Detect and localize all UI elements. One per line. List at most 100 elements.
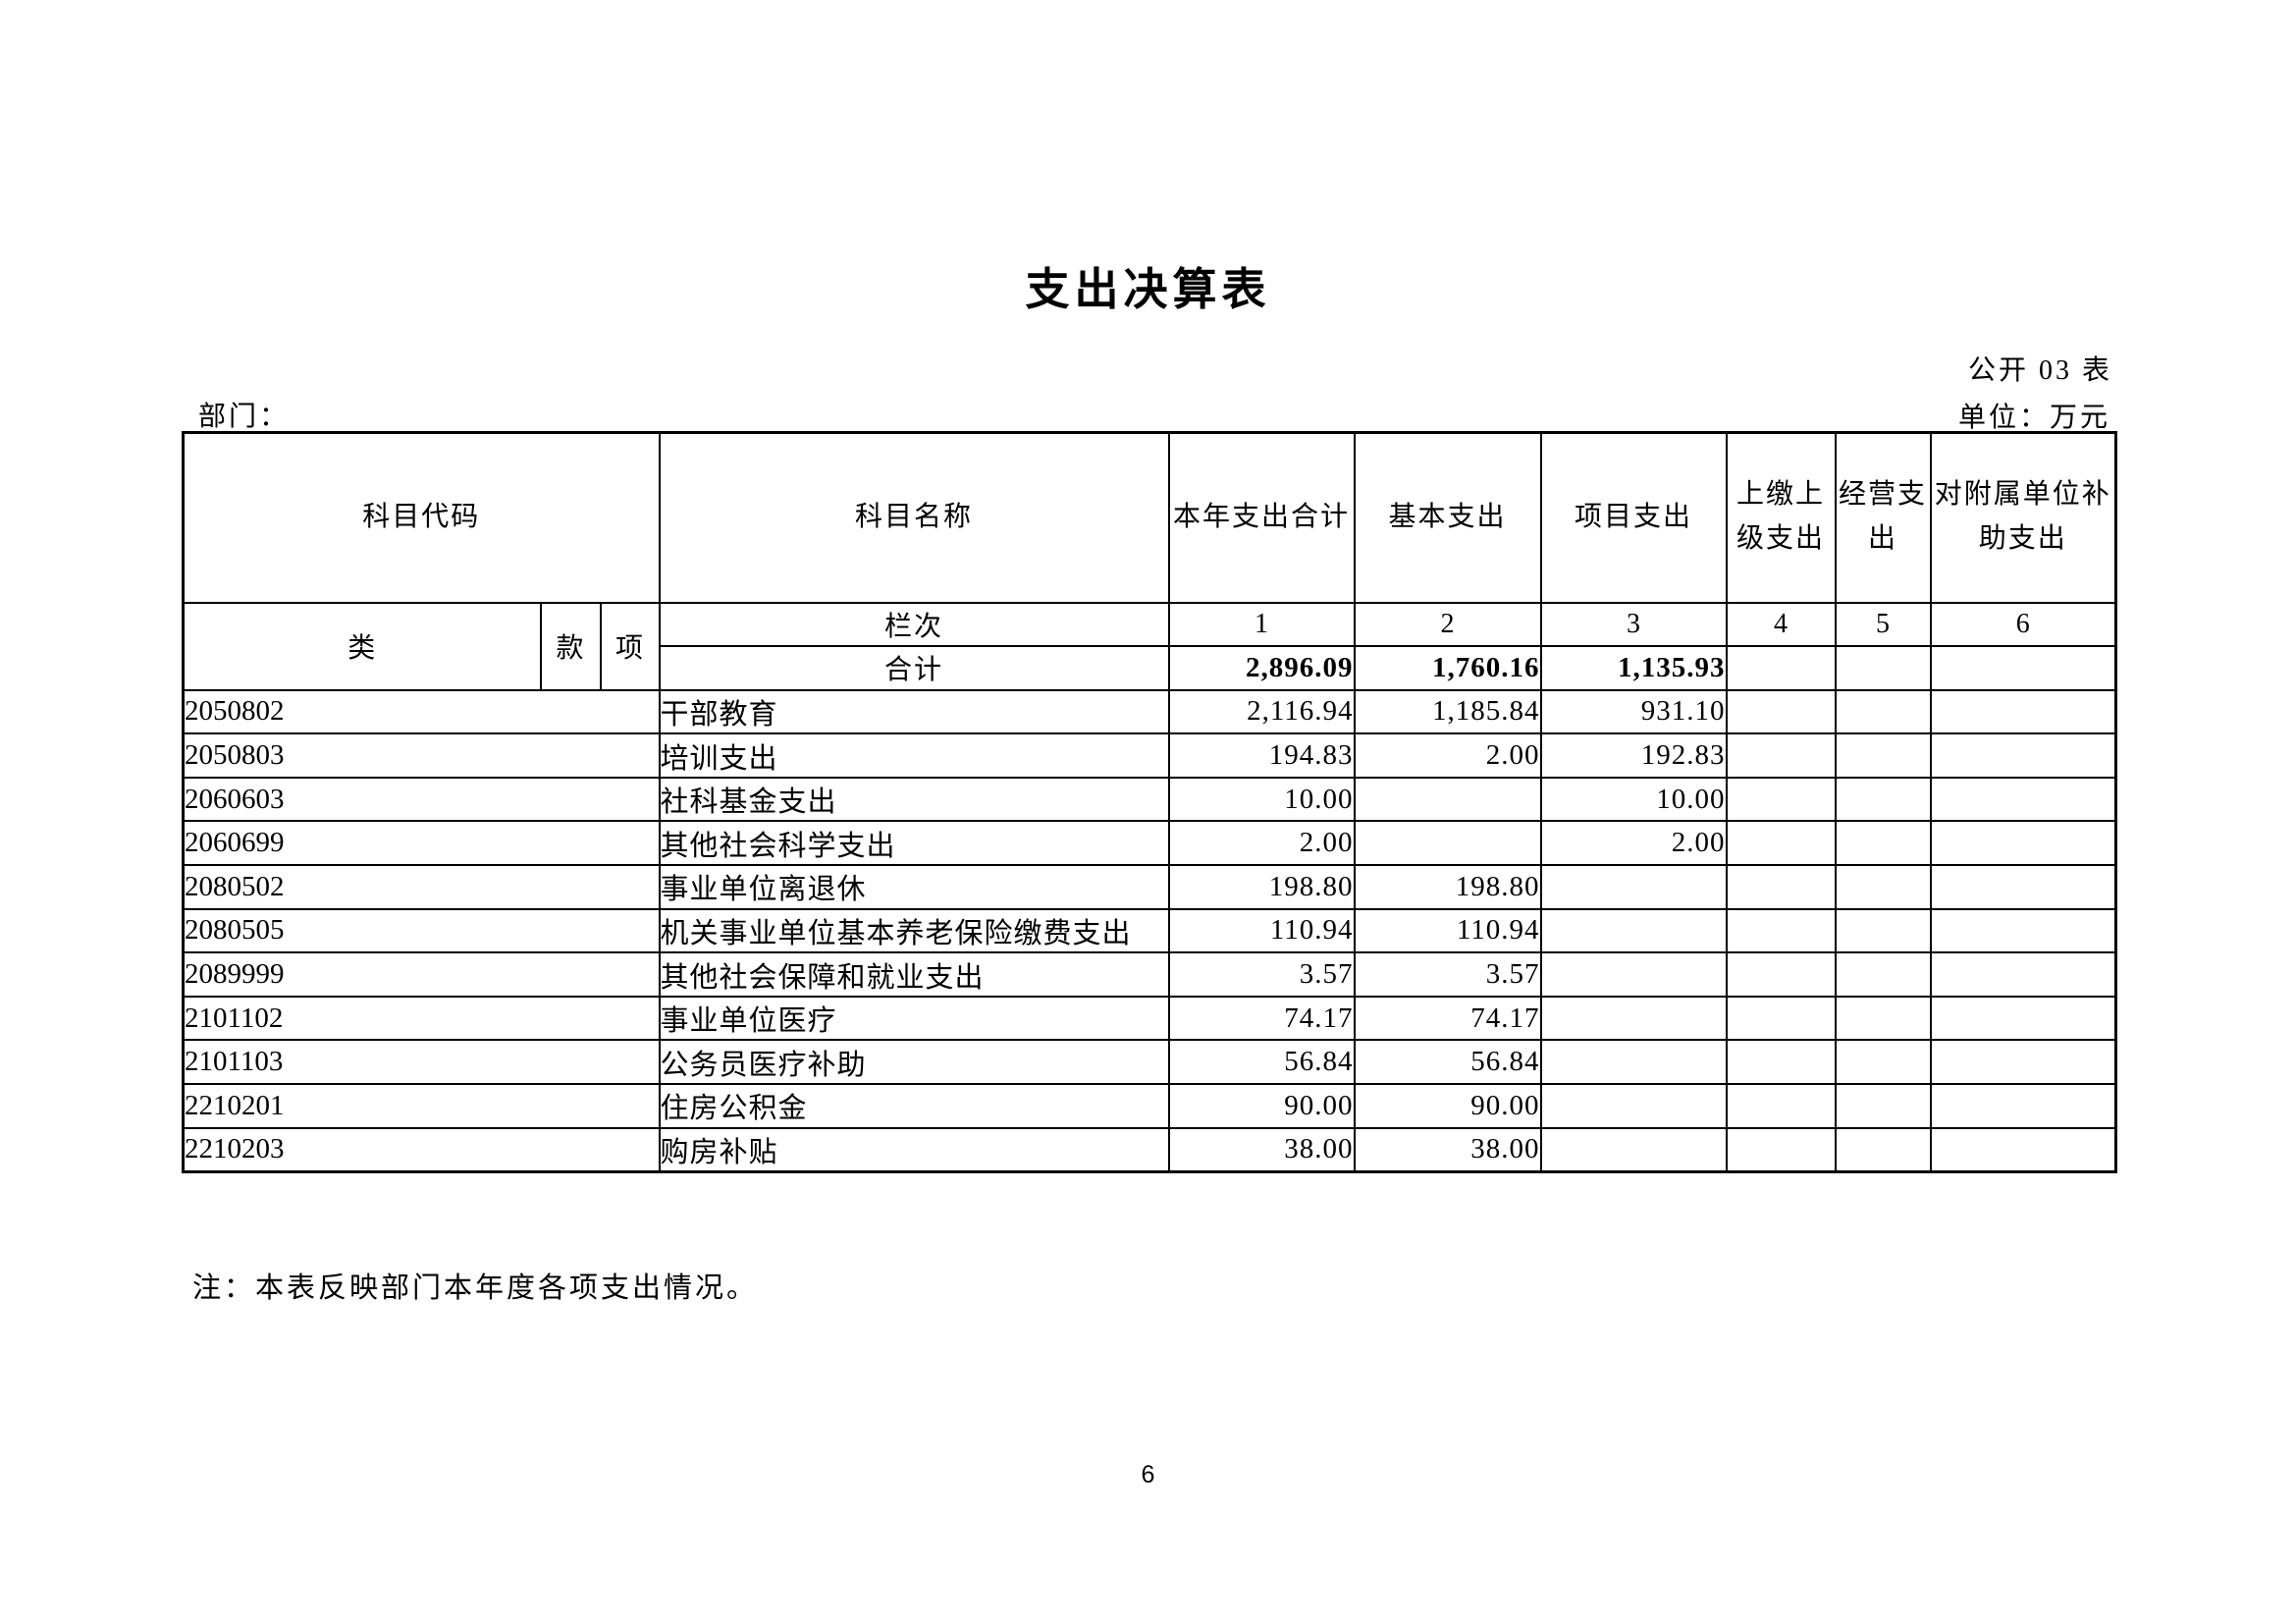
table-row: 2210203 购房补贴 38.00 38.00 (182, 1126, 2117, 1173)
header-basic-expenditure: 基本支出 (1353, 431, 1542, 604)
project-cell: 10.00 (1539, 776, 1728, 823)
basic-cell: 1,185.84 (1353, 688, 1542, 735)
header-row-2: 类 款 项 栏次 1 2 3 4 5 6 (182, 601, 2117, 691)
table-row: 2080502 事业单位离退休 198.80 198.80 (182, 864, 2117, 910)
table-row: 2050803 培训支出 194.83 2.00 192.83 (182, 732, 2117, 779)
table-row: 2210201 住房公积金 90.00 90.00 (182, 1083, 2117, 1129)
upper-cell (1725, 688, 1837, 735)
code-cell: 2080502 (182, 864, 661, 910)
operating-cell (1834, 951, 1932, 998)
upper-cell (1725, 1083, 1837, 1129)
basic-cell (1353, 820, 1542, 867)
total-cell: 194.83 (1167, 732, 1356, 779)
operating-cell (1834, 1039, 1932, 1086)
upper-cell (1725, 907, 1837, 954)
total-row: 合计 2,896.09 1,760.16 1,135.93 (184, 645, 2117, 691)
subsidy-cell (1929, 732, 2117, 779)
total-cell: 38.00 (1167, 1126, 1356, 1173)
code-cell: 2050802 (182, 688, 661, 735)
subsidy-cell (1929, 1126, 2117, 1173)
operating-cell (1834, 1126, 1932, 1173)
table-body: 2050802 干部教育 2,116.94 1,185.84 931.10 20… (182, 688, 2117, 1173)
expenditure-table: 科目代码 科目名称 本年支出合计 基本支出 项目支出 上缴上级支出 经营支出 对… (182, 431, 2118, 1173)
basic-cell: 3.57 (1353, 951, 1542, 998)
subsidy-cell (1929, 688, 2117, 735)
name-cell: 社科基金支出 (658, 776, 1170, 823)
code-cell: 2060699 (182, 820, 661, 867)
header-subject-name: 科目名称 (658, 431, 1170, 604)
subsidy-cell (1929, 951, 2117, 998)
unit-label: 单位：万元 (1957, 403, 2110, 433)
subsidy-cell (1929, 1083, 2117, 1129)
footnote: 注：本表反映部门本年度各项支出情况。 (192, 1272, 759, 1304)
operating-cell (1834, 1083, 1932, 1129)
project-cell (1539, 1083, 1728, 1129)
total-cell: 2,116.94 (1167, 688, 1356, 735)
project-cell (1539, 951, 1728, 998)
upper-cell (1725, 1126, 1837, 1173)
header-affiliate-subsidy: 对附属单位补助支出 (1929, 431, 2117, 604)
total-label: 合计 (658, 645, 1170, 691)
header-annual-total: 本年支出合计 (1167, 431, 1356, 604)
project-cell (1539, 1126, 1728, 1173)
basic-cell (1353, 776, 1542, 823)
basic-cell: 2.00 (1353, 732, 1542, 779)
header-row-1: 科目代码 科目名称 本年支出合计 基本支出 项目支出 上缴上级支出 经营支出 对… (182, 431, 2117, 604)
basic-cell: 90.00 (1353, 1083, 1542, 1129)
upper-cell (1725, 864, 1837, 910)
header-item: 项 (599, 601, 661, 691)
header-project-expenditure: 项目支出 (1539, 431, 1728, 604)
header-operating-expenditure: 经营支出 (1834, 431, 1932, 604)
subsidy-cell (1929, 907, 2117, 954)
operating-cell (1834, 688, 1932, 735)
name-cell: 机关事业单位基本养老保险缴费支出 (658, 907, 1170, 954)
total-cell: 56.84 (1167, 1039, 1356, 1086)
project-cell (1539, 907, 1728, 954)
total-subsidy (1929, 645, 2117, 691)
table-row: 2080505 机关事业单位基本养老保险缴费支出 110.94 110.94 (182, 907, 2117, 954)
basic-cell: 198.80 (1353, 864, 1542, 910)
name-cell: 公务员医疗补助 (658, 1039, 1170, 1086)
header-subject-code: 科目代码 (182, 431, 661, 604)
project-cell: 931.10 (1539, 688, 1728, 735)
total-cell: 2.00 (1167, 820, 1356, 867)
operating-cell (1834, 995, 1932, 1042)
column-number-4: 4 (1725, 601, 1837, 648)
name-cell: 住房公积金 (658, 1083, 1170, 1129)
form-code-label: 公开 03 表 (1967, 355, 2112, 386)
table-row: 2060603 社科基金支出 10.00 10.00 (182, 776, 2117, 823)
header-column-index-label: 栏次 (658, 601, 1170, 648)
table-row: 2101102 事业单位医疗 74.17 74.17 (182, 995, 2117, 1042)
subsidy-cell (1929, 820, 2117, 867)
code-cell: 2089999 (182, 951, 661, 998)
code-cell: 2101102 (182, 995, 661, 1042)
header-section: 款 (539, 601, 602, 691)
upper-cell (1725, 995, 1837, 1042)
table-row: 2060699 其他社会科学支出 2.00 2.00 (182, 820, 2117, 867)
subsidy-cell (1929, 1039, 2117, 1086)
name-cell: 其他社会科学支出 (658, 820, 1170, 867)
total-cell: 74.17 (1167, 995, 1356, 1042)
code-cell: 2080505 (182, 907, 661, 954)
column-number-5: 5 (1834, 601, 1932, 648)
column-number-2: 2 (1353, 601, 1542, 648)
operating-cell (1834, 776, 1932, 823)
code-cell: 2210203 (182, 1126, 661, 1173)
total-cell: 90.00 (1167, 1083, 1356, 1129)
total-annual-total: 2,896.09 (1167, 645, 1356, 691)
subsidy-cell (1929, 776, 2117, 823)
column-number-1: 1 (1167, 601, 1356, 648)
basic-cell: 56.84 (1353, 1039, 1542, 1086)
page-title: 支出决算表 (1025, 264, 1271, 314)
table-row: 2089999 其他社会保障和就业支出 3.57 3.57 (182, 951, 2117, 998)
operating-cell (1834, 864, 1932, 910)
total-cell: 198.80 (1167, 864, 1356, 910)
table-row: 2050802 干部教育 2,116.94 1,185.84 931.10 (182, 688, 2117, 735)
subsidy-cell (1929, 864, 2117, 910)
page-number: 6 (1141, 1461, 1155, 1489)
project-cell: 192.83 (1539, 732, 1728, 779)
operating-cell (1834, 820, 1932, 867)
name-cell: 干部教育 (658, 688, 1170, 735)
upper-cell (1725, 951, 1837, 998)
